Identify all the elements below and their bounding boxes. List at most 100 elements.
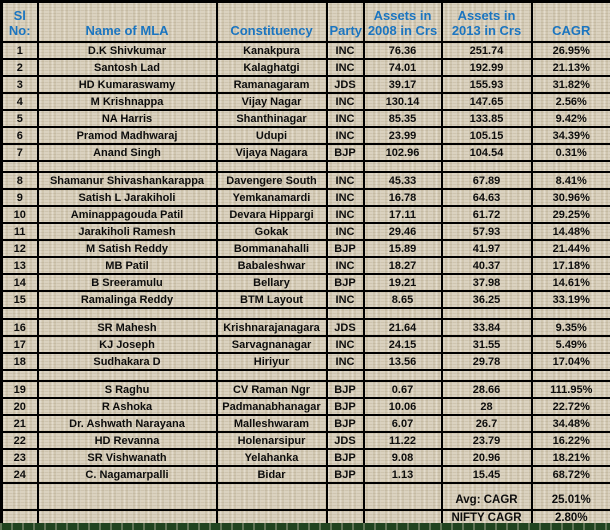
cell-constituency: Bidar [215, 465, 328, 484]
cell-cagr: 14.48% [530, 222, 610, 241]
cell-party: JDS [325, 318, 365, 337]
cell-name: Sudhakara D [36, 352, 218, 371]
cell-assets-2008: 6.07 [362, 414, 443, 433]
cell-sl-no: 21 [0, 414, 39, 433]
cell-assets-2013: 26.7 [440, 414, 533, 433]
cell-constituency: Kalaghatgi [215, 58, 328, 77]
empty-cell [0, 482, 39, 511]
cell-constituency: Vijay Nagar [215, 92, 328, 111]
cell-name: B Sreeramulu [36, 273, 218, 292]
cell-constituency: Devara Hippargi [215, 205, 328, 224]
table-row: 18 Sudhakara D Hiriyur INC 13.56 29.78 17.04% [0, 352, 610, 371]
cell-assets-2013: 37.98 [440, 273, 533, 292]
cell-party: INC [325, 58, 365, 77]
cell-name: Anand Singh [36, 143, 218, 162]
cell-assets-2013: 105.15 [440, 126, 533, 145]
table-row: 19 S Raghu CV Raman Ngr BJP 0.67 28.66 111.95% [0, 380, 610, 399]
cell-sl-no: 12 [0, 239, 39, 258]
cell-constituency: Malleshwaram [215, 414, 328, 433]
header-constituency: Constituency [215, 0, 328, 43]
table-row: 14 B Sreeramulu Bellary BJP 19.21 37.98 14.61% [0, 273, 610, 292]
empty-cell [325, 482, 365, 511]
cell-assets-2013: 29.78 [440, 352, 533, 371]
cell-assets-2013: 133.85 [440, 109, 533, 128]
separator-cell [325, 307, 365, 320]
cell-assets-2008: 16.78 [362, 188, 443, 207]
cell-sl-no: 5 [0, 109, 39, 128]
cell-party: BJP [325, 414, 365, 433]
cell-assets-2008: 0.67 [362, 380, 443, 399]
cell-sl-no: 18 [0, 352, 39, 371]
cell-cagr: 14.61% [530, 273, 610, 292]
empty-cell [362, 482, 443, 511]
table-body: 1 D.K Shivkumar Kanakpura INC 76.36 251.74 26.… [0, 41, 610, 484]
empty-cell [215, 482, 328, 511]
nifty-cagr-row: NIFTY CAGR 2.80% [0, 509, 610, 527]
separator-cell [0, 307, 39, 320]
cell-assets-2008: 1.13 [362, 465, 443, 484]
header-name-of-mla: Name of MLA [36, 0, 218, 43]
header-sl-no: Sl No: [0, 0, 39, 43]
cell-party: INC [325, 171, 365, 190]
cell-cagr: 2.56% [530, 92, 610, 111]
cell-sl-no: 22 [0, 431, 39, 450]
cell-cagr: 17.18% [530, 256, 610, 275]
cell-constituency: Davengere South [215, 171, 328, 190]
cell-sl-no: 9 [0, 188, 39, 207]
cell-name: KJ Joseph [36, 335, 218, 354]
cell-assets-2013: 20.96 [440, 448, 533, 467]
cell-constituency: Yemkanamardi [215, 188, 328, 207]
separator-cell [440, 369, 533, 382]
cell-party: BJP [325, 448, 365, 467]
cell-cagr: 8.41% [530, 171, 610, 190]
cell-constituency: Holenarsipur [215, 431, 328, 450]
cell-sl-no: 19 [0, 380, 39, 399]
cell-sl-no: 11 [0, 222, 39, 241]
cell-sl-no: 16 [0, 318, 39, 337]
avg-cagr-value: 25.01% [530, 482, 610, 511]
separator-row [0, 369, 610, 382]
table-row: 2 Santosh Lad Kalaghatgi INC 74.01 192.99 21.1… [0, 58, 610, 77]
cell-assets-2008: 19.21 [362, 273, 443, 292]
cell-assets-2013: 23.79 [440, 431, 533, 450]
cell-assets-2013: 251.74 [440, 41, 533, 60]
separator-row [0, 307, 610, 320]
cell-assets-2008: 74.01 [362, 58, 443, 77]
cell-constituency: Shanthinagar [215, 109, 328, 128]
cell-party: INC [325, 335, 365, 354]
cell-sl-no: 7 [0, 143, 39, 162]
table-row: 17 KJ Joseph Sarvagnanagar INC 24.15 31.55 5.4… [0, 335, 610, 354]
separator-cell [215, 307, 328, 320]
cell-assets-2008: 15.89 [362, 239, 443, 258]
cell-cagr: 21.13% [530, 58, 610, 77]
cell-constituency: Bellary [215, 273, 328, 292]
cell-cagr: 21.44% [530, 239, 610, 258]
cell-name: SR Vishwanath [36, 448, 218, 467]
cell-party: INC [325, 222, 365, 241]
separator-cell [530, 307, 610, 320]
cell-cagr: 26.95% [530, 41, 610, 60]
cell-name: Dr. Ashwath Narayana [36, 414, 218, 433]
cell-assets-2013: 67.89 [440, 171, 533, 190]
cell-sl-no: 13 [0, 256, 39, 275]
cell-assets-2008: 10.06 [362, 397, 443, 416]
cell-assets-2013: 33.84 [440, 318, 533, 337]
cell-assets-2008: 23.99 [362, 126, 443, 145]
cell-party: JDS [325, 75, 365, 94]
cell-cagr: 34.48% [530, 414, 610, 433]
cell-sl-no: 24 [0, 465, 39, 484]
table-row: 9 Satish L Jarakiholi Yemkanamardi INC 16.78… [0, 188, 610, 207]
cell-constituency: Yelahanka [215, 448, 328, 467]
cell-cagr: 34.39% [530, 126, 610, 145]
separator-cell [362, 307, 443, 320]
table-row: 20 R Ashoka Padmanabhanagar BJP 10.06 28 22.72… [0, 397, 610, 416]
cell-sl-no: 10 [0, 205, 39, 224]
cell-assets-2013: 28.66 [440, 380, 533, 399]
cell-sl-no: 23 [0, 448, 39, 467]
table-row: 22 HD Revanna Holenarsipur JDS 11.22 23.79 16.… [0, 431, 610, 450]
cell-sl-no: 8 [0, 171, 39, 190]
separator-cell [0, 160, 39, 173]
